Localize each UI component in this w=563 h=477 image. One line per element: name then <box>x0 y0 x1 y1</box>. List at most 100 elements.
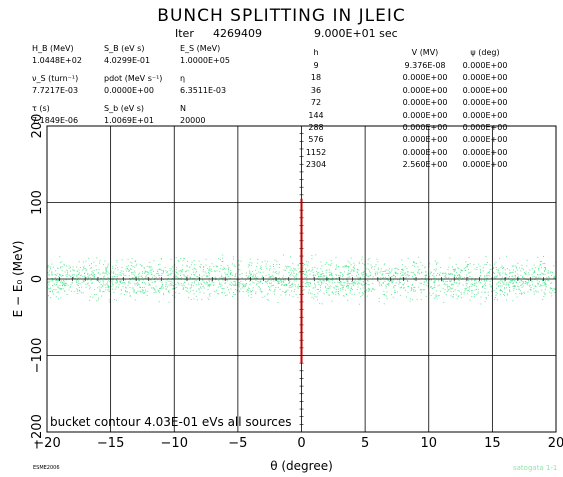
particle-point <box>257 258 259 260</box>
particle-point <box>133 289 135 291</box>
particle-point <box>78 269 80 271</box>
particle-point <box>346 280 348 282</box>
particle-point <box>534 267 536 269</box>
particle-point <box>259 289 261 291</box>
particle-point <box>378 297 380 299</box>
particle-point <box>221 261 223 262</box>
particle-point <box>185 271 187 273</box>
particle-point <box>243 286 245 288</box>
particle-point <box>124 282 126 284</box>
particle-point <box>414 263 416 265</box>
particle-point <box>297 286 299 288</box>
particle-point <box>331 300 333 302</box>
particle-point <box>171 272 173 274</box>
particle-point <box>172 285 174 287</box>
particle-point <box>194 267 196 269</box>
particle-point <box>151 281 153 283</box>
particle-point <box>230 273 231 275</box>
particle-point <box>538 268 539 270</box>
particle-point <box>175 283 177 285</box>
particle-point <box>484 280 486 282</box>
particle-point <box>274 293 275 295</box>
particle-point <box>149 266 151 268</box>
particle-point <box>86 277 88 279</box>
particle-point <box>88 264 90 266</box>
particle-point <box>160 288 162 289</box>
particle-point <box>216 289 218 291</box>
particle-point <box>320 286 321 288</box>
particle-point <box>445 284 447 286</box>
particle-point <box>154 279 156 280</box>
particle-point <box>524 273 526 274</box>
particle-point <box>123 282 125 284</box>
particle-point <box>507 268 508 270</box>
particle-point <box>388 275 389 276</box>
particle-point <box>108 273 110 275</box>
particle-point <box>330 264 332 266</box>
particle-point <box>340 272 342 274</box>
particle-point <box>549 291 551 293</box>
particle-point <box>295 279 297 281</box>
particle-point <box>184 279 186 281</box>
particle-point <box>249 283 251 285</box>
particle-point <box>149 284 151 286</box>
particle-point <box>420 292 422 294</box>
particle-point <box>131 277 133 279</box>
particle-point <box>161 285 163 287</box>
particle-point <box>403 282 405 284</box>
particle-point <box>105 284 107 286</box>
particle-point <box>233 284 235 286</box>
particle-point <box>303 270 305 272</box>
particle-point <box>322 279 324 281</box>
particle-point <box>131 262 133 264</box>
particle-point <box>125 287 127 289</box>
particle-point <box>183 274 185 276</box>
particle-point <box>284 278 286 279</box>
particle-point <box>482 270 484 272</box>
particle-point <box>225 268 227 270</box>
particle-point <box>169 268 171 270</box>
particle-point <box>207 268 209 269</box>
particle-point <box>402 275 404 276</box>
particle-point <box>293 271 295 273</box>
particle-point <box>498 272 500 274</box>
particle-point <box>528 272 530 274</box>
particle-point <box>128 282 130 284</box>
particle-point <box>249 264 250 266</box>
particle-point <box>177 282 179 284</box>
particle-point <box>446 284 448 286</box>
particle-point <box>250 264 252 266</box>
particle-point <box>59 274 61 276</box>
particle-point <box>186 270 187 272</box>
particle-point <box>89 296 91 298</box>
particle-point <box>484 282 486 284</box>
particle-point <box>329 287 331 289</box>
particle-point <box>376 258 378 260</box>
particle-point <box>65 282 67 284</box>
particle-point <box>547 279 549 281</box>
particle-point <box>219 271 221 273</box>
particle-point <box>231 274 233 276</box>
particle-point <box>103 284 105 286</box>
particle-point <box>400 271 402 273</box>
particle-point <box>148 272 149 274</box>
particle-point <box>442 287 444 289</box>
particle-point <box>236 279 238 281</box>
particle-point <box>474 293 475 295</box>
particle-point <box>137 284 138 286</box>
particle-point <box>406 279 408 281</box>
particle-point <box>261 277 263 279</box>
particle-point <box>159 288 160 289</box>
particle-point <box>413 278 415 279</box>
particle-point <box>240 260 242 262</box>
particle-point <box>413 261 414 263</box>
particle-point <box>276 273 278 275</box>
particle-point <box>437 285 439 287</box>
particle-point <box>205 272 207 274</box>
particle-point <box>48 273 50 275</box>
particle-point <box>394 291 396 293</box>
particle-point <box>414 274 416 276</box>
particle-point <box>444 282 446 284</box>
param-label: pdot (MeV s⁻¹) <box>104 74 163 83</box>
particle-point <box>430 286 432 287</box>
